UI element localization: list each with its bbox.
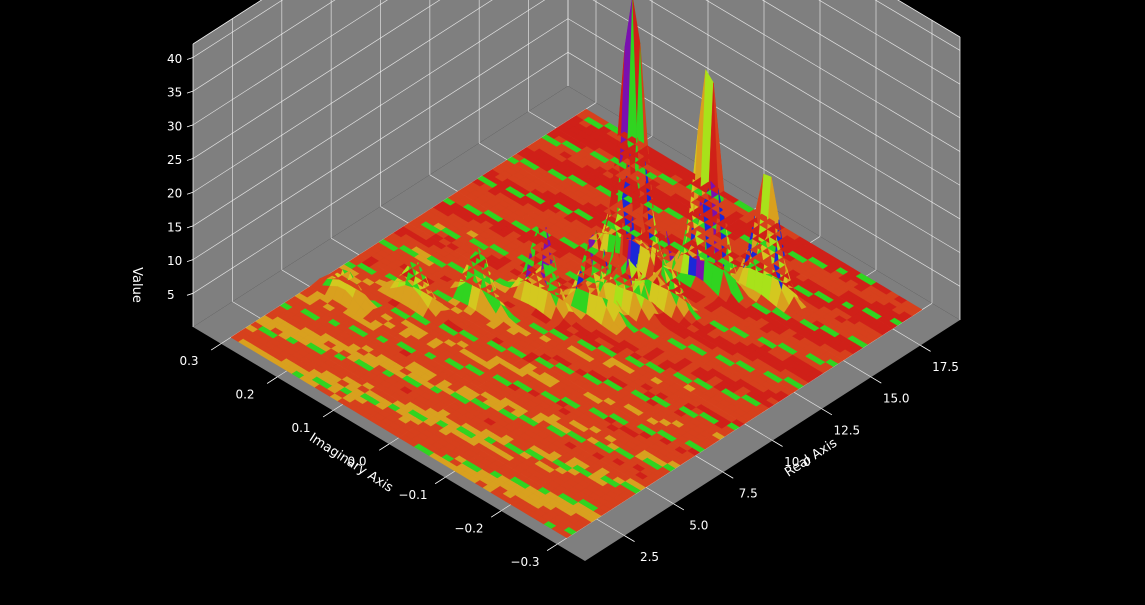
x-tick xyxy=(920,345,931,352)
x-tick xyxy=(624,535,635,542)
grid-line-z xyxy=(818,0,961,85)
grid-line-z xyxy=(192,0,284,58)
x-tick-label: 5.0 xyxy=(689,518,708,532)
z-tick xyxy=(186,57,194,60)
z-tick xyxy=(186,90,194,94)
x-tick-label: 12.5 xyxy=(833,423,860,437)
surface-cell xyxy=(909,304,923,314)
grid-line-z xyxy=(192,0,336,92)
z-tick xyxy=(186,259,194,262)
z-tick-label: 40 xyxy=(167,52,182,66)
x-tick xyxy=(821,408,833,416)
z-tick xyxy=(186,225,194,229)
z-tick-label: 35 xyxy=(167,86,182,100)
x-tick xyxy=(772,440,783,447)
tick-labels: 2.5 5.0 7.5 10.0 12.5 15.0 17.5 −0.3 −0.2 −0.1 0.0… xyxy=(167,52,959,569)
grid-line-z xyxy=(192,0,441,159)
z-axis-label: Value xyxy=(129,267,144,303)
y-tick xyxy=(266,376,278,384)
z-tick-label: 10 xyxy=(167,254,182,268)
grid-line-z xyxy=(874,0,961,51)
y-tick-label: 0.3 xyxy=(179,354,198,368)
grid-line-z xyxy=(192,0,546,227)
y-tick-label: −0.1 xyxy=(398,488,427,502)
grid-line-z xyxy=(649,0,961,186)
y-tick xyxy=(546,543,558,551)
grid-line-z xyxy=(192,18,569,260)
grid-line-z xyxy=(705,0,961,152)
y-tick xyxy=(322,410,334,418)
pane-edge xyxy=(192,0,263,45)
x-tick-label: 10.0 xyxy=(784,455,811,469)
y-tick xyxy=(210,343,222,351)
x-tick-label: 15.0 xyxy=(883,392,910,406)
z-tick xyxy=(186,191,194,195)
surface xyxy=(230,0,923,539)
y-tick xyxy=(490,510,502,518)
x-tick xyxy=(673,503,685,511)
y-axis-label: Imaginary Axis xyxy=(306,430,395,495)
y-tick-label: 0.2 xyxy=(235,388,254,402)
z-tick-label: 5 xyxy=(167,288,175,302)
z-tick-label: 20 xyxy=(167,187,182,201)
y-tick xyxy=(378,443,390,451)
y-tick-label: 0.0 xyxy=(347,455,366,469)
x-tick xyxy=(870,376,882,384)
grid-line-z xyxy=(192,52,569,294)
y-tick xyxy=(434,477,446,485)
z-tick-label: 25 xyxy=(167,153,182,167)
grid-line-z xyxy=(192,0,493,193)
z-tick xyxy=(186,158,194,161)
z-tick-label: 15 xyxy=(167,220,182,234)
y-tick-label: −0.2 xyxy=(454,521,483,535)
z-tick xyxy=(186,124,194,128)
grid-line-z xyxy=(761,0,961,119)
x-tick-label: 7.5 xyxy=(739,487,758,501)
z-tick-label: 30 xyxy=(167,119,182,133)
grid-line-z xyxy=(192,0,388,126)
x-tick-label: 17.5 xyxy=(932,360,959,374)
y-tick-label: −0.3 xyxy=(510,555,539,569)
x-tick xyxy=(722,471,734,479)
y-tick-label: 0.1 xyxy=(291,421,310,435)
z-tick xyxy=(186,292,194,296)
x-tick-label: 2.5 xyxy=(640,550,659,564)
